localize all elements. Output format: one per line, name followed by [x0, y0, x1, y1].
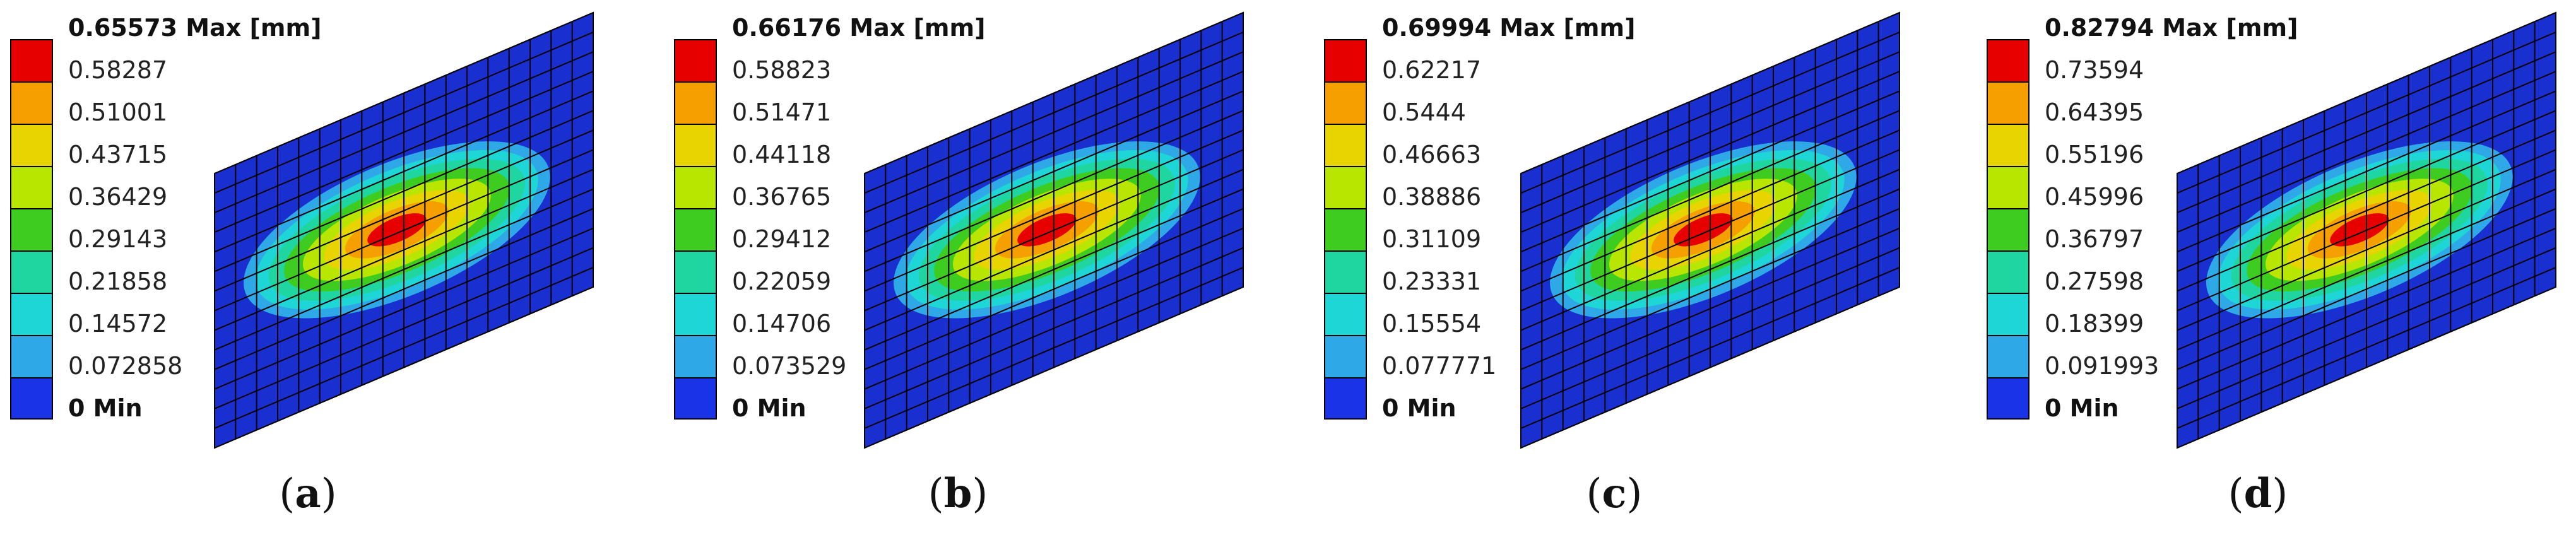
- legend-level-label: 0.23331: [1382, 267, 1482, 295]
- legend-swatch: [674, 377, 717, 420]
- legend-level-label: 0.43715: [68, 141, 168, 168]
- legend-swatch: [674, 81, 717, 124]
- legend-swatch: [10, 377, 53, 420]
- legend-level-label: 0.29412: [732, 225, 832, 253]
- legend-level-label: 0.55196: [2045, 141, 2144, 168]
- legend-swatch: [674, 39, 717, 81]
- legend-swatch: [1987, 335, 2029, 377]
- legend-level-label: 0.62217: [1382, 56, 1482, 84]
- legend-swatch: [1324, 166, 1367, 208]
- legend-swatch: [1987, 293, 2029, 335]
- legend-min-label: 0 Min: [732, 394, 806, 422]
- color-legend-bar: [1324, 39, 1367, 420]
- legend-level-label: 0.73594: [2045, 56, 2144, 84]
- legend-level-label: 0.29143: [68, 225, 168, 253]
- legend-level-label: 0.51471: [732, 98, 832, 126]
- legend-swatch: [1324, 208, 1367, 250]
- color-legend-bar: [674, 39, 717, 420]
- legend-swatch: [674, 293, 717, 335]
- legend-swatch: [10, 208, 53, 250]
- legend-level-label: 0.22059: [732, 267, 832, 295]
- legend-swatch: [1324, 377, 1367, 420]
- legend-level-label: 0.51001: [68, 98, 168, 126]
- legend-level-label: 0.36765: [732, 183, 832, 211]
- legend-level-label: 0.072858: [68, 352, 183, 380]
- subfigure-caption: (b): [928, 470, 988, 517]
- legend-swatch: [674, 335, 717, 377]
- legend-level-label: 0.27598: [2045, 267, 2144, 295]
- legend-max-label: 0.82794 Max [mm]: [2045, 14, 2298, 42]
- legend-level-label: 0.073529: [732, 352, 847, 380]
- legend-swatch: [1324, 293, 1367, 335]
- legend-level-label: 0.14572: [68, 310, 168, 338]
- legend-swatch: [10, 39, 53, 81]
- legend-level-label: 0.15554: [1382, 310, 1482, 338]
- legend-level-label: 0.64395: [2045, 98, 2144, 126]
- legend-max-label: 0.66176 Max [mm]: [732, 14, 986, 42]
- legend-swatch: [1324, 39, 1367, 81]
- legend-swatch: [1987, 166, 2029, 208]
- legend-swatch: [1324, 81, 1367, 124]
- legend-min-label: 0 Min: [2045, 394, 2119, 422]
- legend-swatch: [10, 124, 53, 166]
- legend-swatch: [1987, 81, 2029, 124]
- legend-level-label: 0.14706: [732, 310, 832, 338]
- color-legend-bar: [10, 39, 53, 420]
- legend-swatch: [1987, 377, 2029, 420]
- legend-swatch: [674, 250, 717, 293]
- subfigure-letter: b: [943, 470, 972, 517]
- subfigure-caption: (d): [2228, 470, 2288, 517]
- subfigure-caption: (c): [1586, 470, 1643, 517]
- legend-level-label: 0.5444: [1382, 98, 1466, 126]
- legend-level-label: 0.077771: [1382, 352, 1497, 380]
- subfigure-letter: a: [295, 470, 321, 517]
- subfigure-letter: c: [1602, 470, 1627, 517]
- legend-level-label: 0.091993: [2045, 352, 2159, 380]
- subfigure-caption: (a): [279, 470, 337, 517]
- legend-level-label: 0.46663: [1382, 141, 1482, 168]
- legend-swatch: [10, 293, 53, 335]
- legend-level-label: 0.38886: [1382, 183, 1482, 211]
- legend-level-label: 0.21858: [68, 267, 168, 295]
- legend-max-label: 0.65573 Max [mm]: [68, 14, 322, 42]
- legend-swatch: [1324, 124, 1367, 166]
- legend-level-label: 0.18399: [2045, 310, 2144, 338]
- legend-swatch: [1987, 250, 2029, 293]
- legend-swatch: [1987, 39, 2029, 81]
- legend-max-label: 0.69994 Max [mm]: [1382, 14, 1636, 42]
- legend-level-label: 0.44118: [732, 141, 832, 168]
- legend-level-label: 0.31109: [1382, 225, 1482, 253]
- legend-swatch: [1987, 124, 2029, 166]
- legend-swatch: [674, 124, 717, 166]
- legend-swatch: [1324, 250, 1367, 293]
- legend-min-label: 0 Min: [1382, 394, 1456, 422]
- legend-swatch: [10, 335, 53, 377]
- legend-swatch: [10, 250, 53, 293]
- legend-level-label: 0.36797: [2045, 225, 2144, 253]
- subfigure-letter: d: [2243, 470, 2272, 517]
- legend-level-label: 0.45996: [2045, 183, 2144, 211]
- legend-min-label: 0 Min: [68, 394, 143, 422]
- legend-level-label: 0.58287: [68, 56, 168, 84]
- legend-level-label: 0.58823: [732, 56, 832, 84]
- legend-swatch: [1987, 208, 2029, 250]
- color-legend-bar: [1987, 39, 2029, 420]
- legend-swatch: [1324, 335, 1367, 377]
- legend-swatch: [674, 166, 717, 208]
- legend-swatch: [674, 208, 717, 250]
- legend-level-label: 0.36429: [68, 183, 168, 211]
- legend-swatch: [10, 81, 53, 124]
- legend-swatch: [10, 166, 53, 208]
